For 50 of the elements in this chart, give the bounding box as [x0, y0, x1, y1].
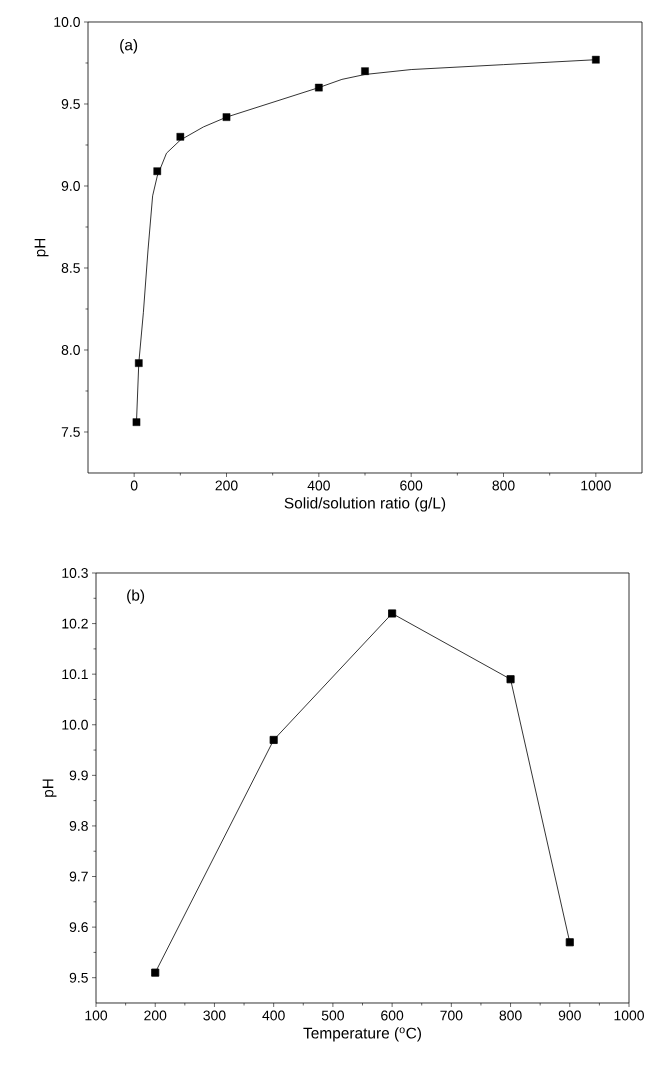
- y-tick-label: 9.5: [69, 972, 88, 983]
- x-tick-label: 900: [558, 1010, 581, 1021]
- y-tick-label: 10.3: [62, 568, 88, 578]
- x-tick-label: 700: [440, 1010, 463, 1021]
- x-tick-label: 800: [492, 480, 515, 491]
- y-tick-label: 9.5: [61, 99, 80, 109]
- point: [132, 418, 141, 426]
- y-tick-label: 10.2: [62, 618, 88, 629]
- y-tick-label: 9.8: [69, 820, 88, 831]
- y-tick-label: 9.7: [69, 871, 88, 882]
- y-tick-label: 10.0: [54, 17, 80, 27]
- x-tick-label: 800: [499, 1010, 522, 1021]
- point: [315, 83, 323, 92]
- x-tick-label: 100: [85, 1010, 108, 1021]
- x-tick-label: 400: [262, 1010, 285, 1021]
- x-tick-label: 300: [203, 1010, 226, 1021]
- y-tick-label: 8.5: [61, 263, 80, 273]
- annotation: (a): [120, 39, 138, 54]
- x-axis-title: Solid/solution ratio (g/L): [284, 497, 446, 512]
- x-tick-label: 0: [130, 480, 138, 491]
- point: [592, 55, 600, 64]
- x-tick-label: 400: [307, 480, 330, 491]
- point: [222, 113, 231, 121]
- y-tick-label: 9.0: [61, 181, 80, 191]
- x-tick-label: 600: [381, 1010, 404, 1021]
- point: [506, 675, 515, 684]
- x-tick-label: 200: [215, 480, 238, 491]
- x-axis-title: Temperature ($^{o}$C): [303, 1027, 421, 1042]
- point: [361, 67, 369, 75]
- point: [176, 132, 185, 141]
- point: [565, 938, 574, 947]
- y-tick-label: 7.5: [61, 427, 80, 437]
- point: [153, 167, 162, 176]
- x-tick-label: 1000: [581, 480, 611, 491]
- x-tick-label: 600: [400, 480, 423, 491]
- point: [151, 968, 160, 977]
- y-tick-label: 10.1: [62, 669, 88, 680]
- y-tick-label: 9.6: [69, 922, 88, 933]
- annotation: (b): [127, 589, 145, 604]
- point: [134, 359, 143, 367]
- y-tick-label: 8.0: [61, 345, 80, 355]
- point: [269, 735, 278, 744]
- x-tick-label: 200: [144, 1010, 167, 1021]
- y-tick-label: 10.0: [62, 719, 88, 730]
- x-tick-label: 500: [321, 1010, 344, 1021]
- y-axis-title: pH: [42, 779, 57, 797]
- y-axis-title: pH: [34, 238, 49, 257]
- x-tick-label: 1000: [614, 1010, 644, 1021]
- y-tick-label: 9.9: [69, 770, 88, 781]
- point: [388, 609, 397, 618]
